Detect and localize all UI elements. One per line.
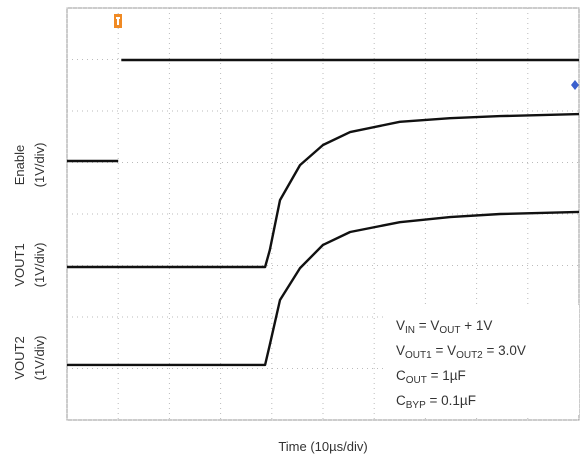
annotation-text: = 0.1µF	[426, 393, 476, 408]
trace-label: VOUT1	[12, 243, 27, 286]
subscript: OUT2	[456, 350, 483, 361]
annotation-text: = 3.0V	[483, 343, 526, 358]
annotation: VIN = VOUT + 1V	[396, 318, 492, 336]
trace-label: VOUT2	[12, 336, 27, 379]
annotation-text: = V	[415, 318, 439, 333]
annotation-text: V	[396, 318, 405, 333]
trace-scale: (1V/div)	[32, 336, 47, 381]
level-marker	[571, 80, 579, 90]
annotation: VOUT1 = VOUT2 = 3.0V	[396, 343, 526, 361]
subscript: IN	[405, 325, 415, 336]
annotation: COUT = 1µF	[396, 368, 466, 386]
subscript: OUT	[439, 325, 460, 336]
annotation-text: C	[396, 393, 406, 408]
x-axis-label: Time (10µs/div)	[278, 439, 367, 454]
annotation-text: + 1V	[461, 318, 493, 333]
trace	[67, 58, 579, 163]
subscript: OUT1	[405, 350, 432, 361]
trace-scale: (1V/div)	[32, 243, 47, 288]
trace	[67, 210, 580, 367]
subscript: BYP	[406, 400, 426, 411]
annotation-box	[386, 305, 579, 415]
annotation-text: V	[396, 343, 405, 358]
trace-scale: (1V/div)	[32, 143, 47, 188]
trace-label: Enable	[12, 145, 27, 185]
subscript: OUT	[406, 375, 427, 386]
annotation-text: = 1µF	[427, 368, 466, 383]
trigger-marker	[114, 14, 122, 28]
trace	[67, 112, 580, 269]
annotation-text: C	[396, 368, 406, 383]
annotation: CBYP = 0.1µF	[396, 393, 476, 411]
annotation-text: = V	[432, 343, 456, 358]
